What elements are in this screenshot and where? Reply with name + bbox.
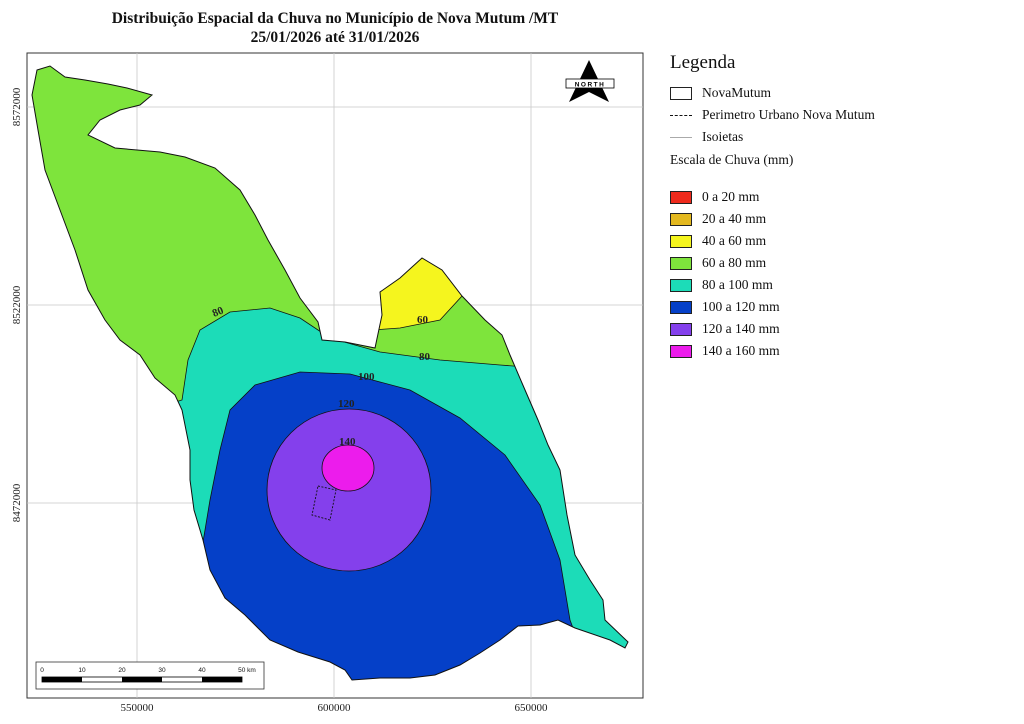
legend-class-0-20: 0 a 20 mm (670, 186, 1010, 208)
map-title: Distribuição Espacial da Chuva no Municí… (111, 10, 559, 27)
legend-item-isoietas: Isoietas (670, 126, 1010, 148)
scale-tick-40: 40 (198, 667, 206, 674)
class-swatch (670, 212, 692, 226)
scale-tick-50: 50 km (238, 667, 256, 674)
scale-tick-0: 0 (40, 667, 44, 674)
legend-item-novamutum: NovaMutum (670, 82, 1010, 104)
x-tick-600000: 600000 (318, 702, 352, 714)
legend-label-isoietas: Isoietas (702, 129, 744, 144)
class-label: 140 a 160 mm (702, 343, 780, 358)
scale-tick-20: 20 (118, 667, 126, 674)
class-label: 100 a 120 mm (702, 299, 780, 314)
contour-label-120: 120 (338, 398, 355, 410)
municipality-boundary (31, 65, 629, 681)
legend-class-120-140: 120 a 140 mm (670, 318, 1010, 340)
contour-label-80-west: 80 (211, 304, 226, 319)
isoline-swatch (670, 131, 692, 144)
legend-class-40-60: 40 a 60 mm (670, 230, 1010, 252)
class-label: 0 a 20 mm (702, 189, 760, 204)
x-tick-550000: 550000 (121, 702, 155, 714)
y-tick-8522000: 8522000 (11, 285, 23, 324)
class-swatch (670, 344, 692, 358)
y-tick-8572000: 8572000 (11, 87, 23, 126)
scale-bar: 0 10 20 30 40 50 km (35, 661, 265, 690)
contour-label-60: 60 (417, 314, 429, 326)
rain-scale-title: Escala de Chuva (mm) (670, 152, 794, 167)
scale-tick-30: 30 (158, 667, 166, 674)
contour-label-140: 140 (339, 436, 356, 448)
legend-item-urban-perimeter: Perimetro Urbano Nova Mutum (670, 104, 1010, 126)
urban-perimeter (311, 485, 337, 521)
legend-class-100-120: 100 a 120 mm (670, 296, 1010, 318)
legend-label-novamutum: NovaMutum (702, 85, 771, 100)
zone-140-160 (321, 444, 375, 492)
class-label: 120 a 140 mm (702, 321, 780, 336)
north-label: NORTH (575, 82, 606, 89)
map-subtitle-date-range: 25/01/2026 até 31/01/2026 (250, 29, 420, 46)
dashed-line-swatch (670, 109, 692, 122)
y-tick-8472000: 8472000 (11, 483, 23, 522)
class-label: 20 a 40 mm (702, 211, 767, 226)
class-swatch (670, 256, 692, 270)
class-label: 80 a 100 mm (702, 277, 773, 292)
legend-title: Legenda (670, 52, 736, 73)
legend: Legenda NovaMutum Perimetro Urbano Nova … (670, 52, 1010, 362)
class-swatch (670, 234, 692, 248)
class-swatch (670, 322, 692, 336)
legend-class-20-40: 20 a 40 mm (670, 208, 1010, 230)
class-label: 60 a 80 mm (702, 255, 767, 270)
rain-class-list: 0 a 20 mm 20 a 40 mm 40 a 60 mm 60 a 80 … (670, 186, 1010, 362)
north-arrow: NORTH (565, 60, 615, 102)
class-label: 40 a 60 mm (702, 233, 767, 248)
scale-tick-10: 10 (78, 667, 86, 674)
legend-class-80-100: 80 a 100 mm (670, 274, 1010, 296)
class-swatch (670, 300, 692, 314)
x-tick-650000: 650000 (515, 702, 549, 714)
contour-label-80-east: 80 (419, 351, 431, 363)
legend-label-urban-perimeter: Perimetro Urbano Nova Mutum (702, 107, 875, 122)
boundary-swatch (670, 86, 692, 100)
class-swatch (670, 190, 692, 204)
legend-class-140-160: 140 a 160 mm (670, 340, 1010, 362)
contour-label-100: 100 (358, 371, 375, 383)
class-swatch (670, 278, 692, 292)
legend-class-60-80: 60 a 80 mm (670, 252, 1010, 274)
